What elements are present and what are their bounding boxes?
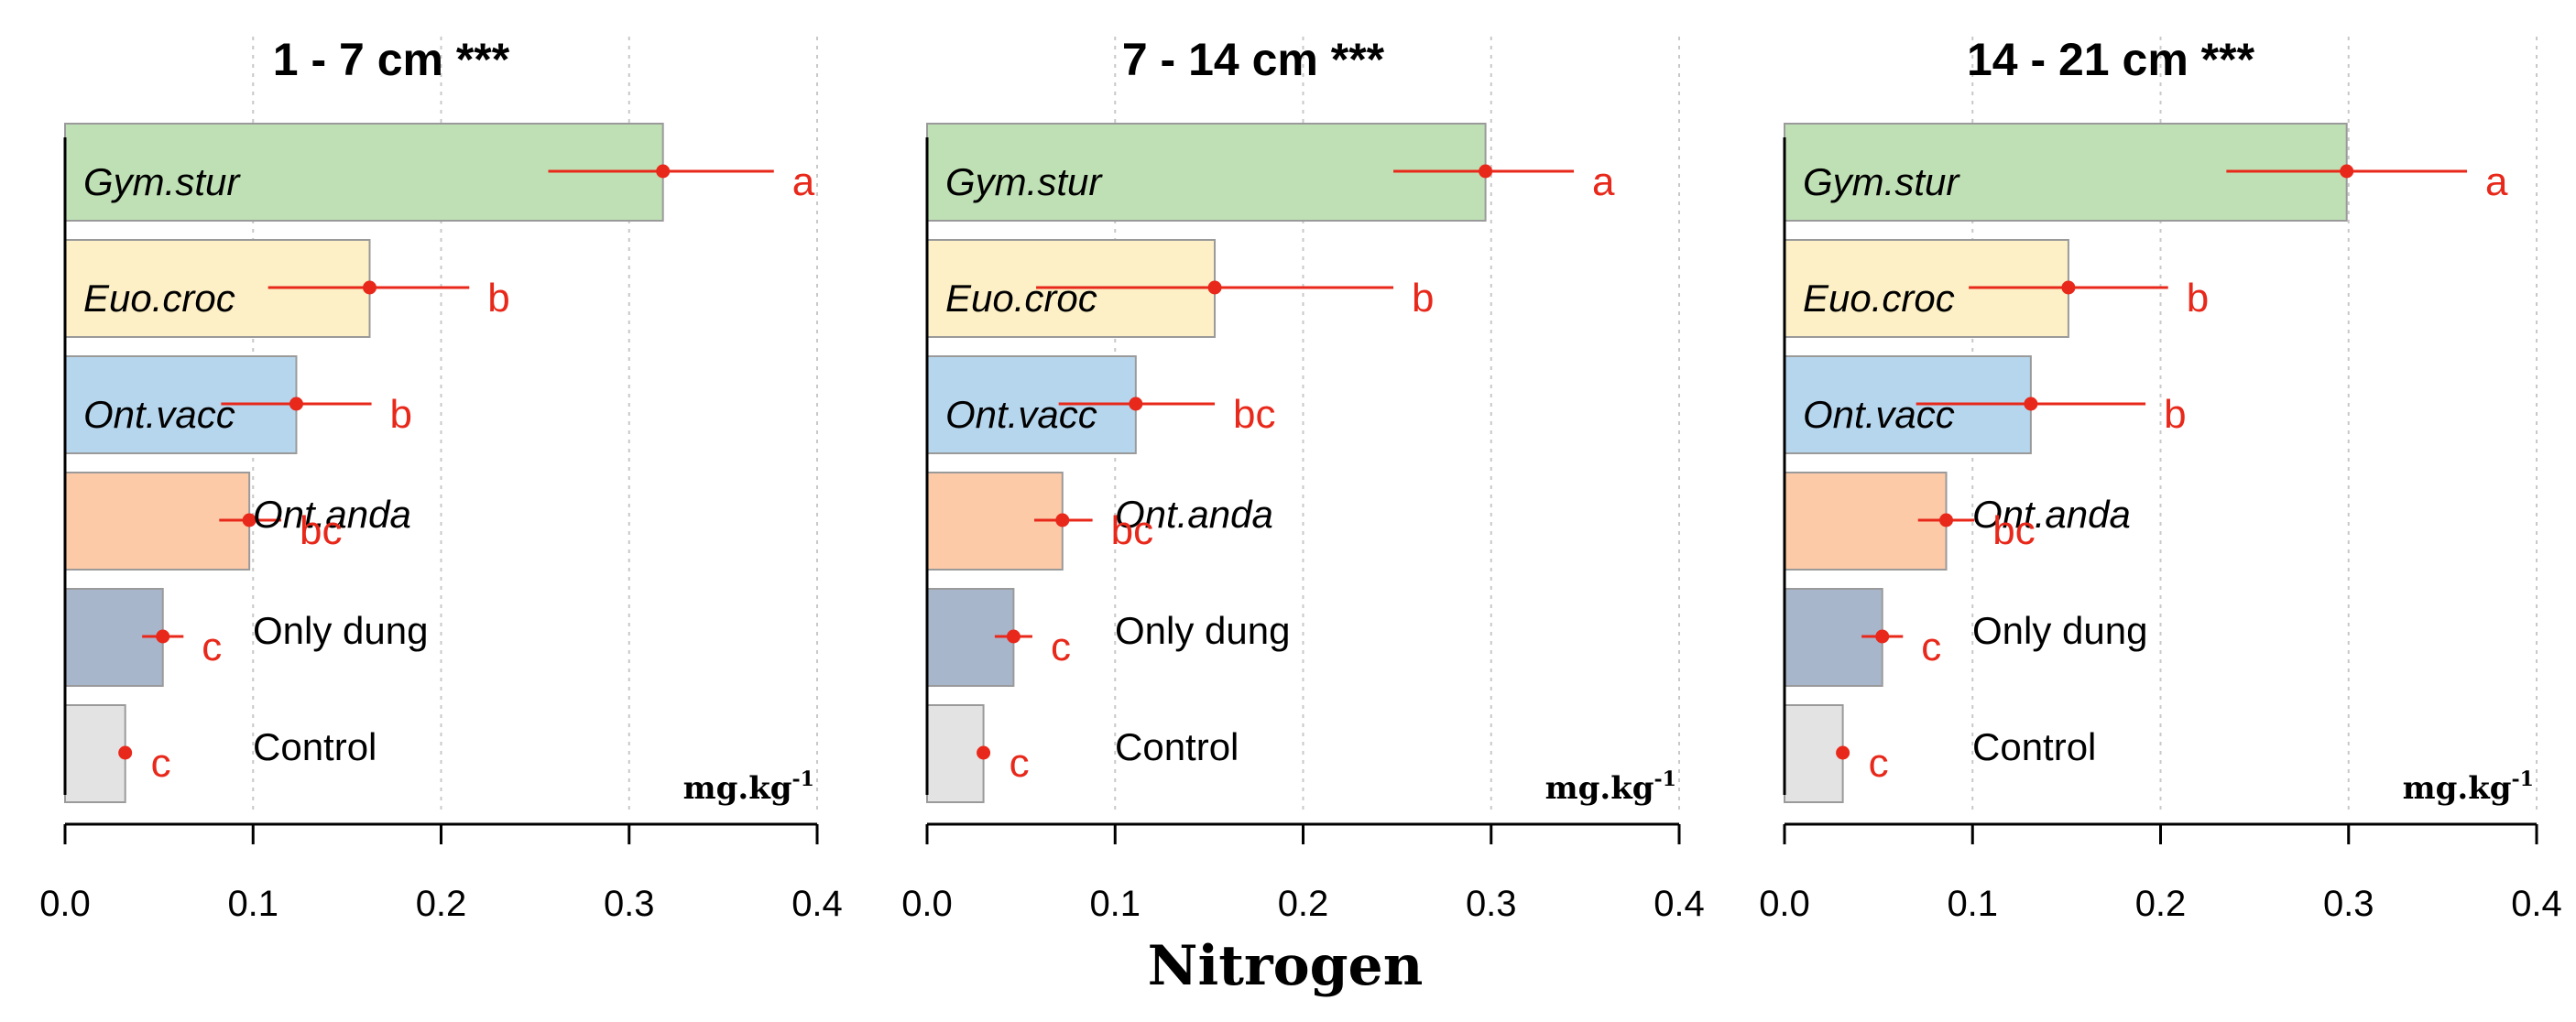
bar (64, 704, 126, 803)
mean-point (289, 397, 303, 411)
x-tick-label: 0.4 (791, 884, 843, 924)
x-tick-label: 0.4 (2511, 884, 2562, 924)
mean-point (242, 513, 257, 527)
category-label: Control (253, 725, 377, 768)
category-label: Control (1972, 725, 2096, 768)
mean-point (656, 164, 671, 179)
significance-letter: c (1869, 741, 1889, 786)
significance-letter: a (2485, 159, 2508, 204)
category-label: Control (1115, 725, 1239, 768)
unit-exponent: -1 (792, 767, 814, 791)
significance-letter: bc (1111, 508, 1153, 553)
category-label: Ont.anda (1972, 493, 2131, 536)
panel-title: 14 - 21 cm *** (1967, 34, 2255, 85)
x-tick-label: 0.3 (1466, 884, 1517, 924)
category-label: Euo.croc (945, 277, 1097, 320)
significance-letter: bc (1233, 392, 1275, 437)
category-label: Euo.croc (83, 277, 235, 320)
unit-base: mg.kg (683, 770, 792, 807)
mean-point (118, 745, 133, 760)
mean-point (2340, 164, 2354, 179)
bar (64, 472, 251, 571)
category-label: Gym.stur (945, 160, 1103, 203)
x-tick-label: 0.1 (1947, 884, 1998, 924)
category-label: Ont.vacc (83, 393, 235, 436)
significance-letter: a (1592, 159, 1615, 204)
unit-label: mg.kg-1 (2403, 767, 2534, 807)
panel-1: 1 - 7 cm *** Gym.stur a Euo.croc b Ont.vacc b O… (39, 34, 843, 924)
bar (926, 704, 985, 803)
category-label: Euo.croc (1803, 277, 1955, 320)
unit-label: mg.kg-1 (1545, 767, 1676, 807)
mean-point (156, 629, 170, 644)
significance-letter: b (1412, 276, 1434, 321)
significance-letter: bc (300, 508, 342, 553)
x-tick-label: 0.2 (416, 884, 467, 924)
panel-title: 1 - 7 cm *** (273, 34, 510, 85)
mean-point (1479, 164, 1493, 179)
significance-letter: a (792, 159, 815, 204)
category-label: Ont.anda (253, 493, 411, 536)
mean-point (363, 280, 377, 295)
x-tick-label: 0.3 (604, 884, 655, 924)
significance-letter: bc (1992, 508, 2035, 553)
global-labels: Nitrogen (1148, 934, 1424, 998)
category-label: Gym.stur (1803, 160, 1960, 203)
significance-letter: c (1921, 625, 1941, 669)
mean-point (977, 745, 991, 760)
bar (1784, 704, 1844, 803)
x-tick-label: 0.2 (2135, 884, 2187, 924)
mean-point (1006, 629, 1021, 644)
mean-point (1836, 745, 1850, 760)
significance-letter: b (2187, 276, 2209, 321)
significance-letter: c (1051, 625, 1071, 669)
significance-letter: c (202, 625, 222, 669)
x-tick-label: 0.4 (1654, 884, 1705, 924)
unit-exponent: -1 (1654, 767, 1676, 791)
x-tick-label: 0.2 (1278, 884, 1329, 924)
mean-point (2024, 397, 2038, 411)
mean-point (2061, 280, 2076, 295)
unit-exponent: -1 (2512, 767, 2534, 791)
category-label: Only dung (1972, 609, 2147, 652)
mean-point (1055, 513, 1070, 527)
panel-2: 7 - 14 cm *** Gym.stur a Euo.croc b Ont.vacc b… (901, 34, 1705, 924)
panels-group: 1 - 7 cm *** Gym.stur a Euo.croc b Ont.vacc b O… (39, 34, 2562, 924)
x-tick-label: 0.0 (1759, 884, 1810, 924)
x-tick-label: 0.3 (2323, 884, 2374, 924)
category-label: Ont.anda (1115, 493, 1273, 536)
unit-label: mg.kg-1 (683, 767, 814, 807)
category-label: Ont.vacc (1803, 393, 1955, 436)
significance-letter: c (1010, 741, 1030, 786)
x-tick-label: 0.0 (901, 884, 953, 924)
mean-point (1207, 280, 1222, 295)
mean-point (1129, 397, 1143, 411)
x-tick-label: 0.1 (227, 884, 278, 924)
bar (926, 123, 1487, 222)
significance-letter: b (2164, 392, 2186, 437)
unit-base: mg.kg (2403, 770, 2512, 807)
unit-base: mg.kg (1545, 770, 1654, 807)
significance-letter: b (487, 276, 509, 321)
significance-letter: b (390, 392, 412, 437)
panel-title: 7 - 14 cm *** (1122, 34, 1385, 85)
panel-3: 14 - 21 cm *** Gym.stur a Euo.croc b Ont.vacc… (1759, 34, 2562, 924)
category-label: Only dung (1115, 609, 1290, 652)
category-label: Ont.vacc (945, 393, 1097, 436)
category-label: Gym.stur (83, 160, 241, 203)
mean-point (1875, 629, 1890, 644)
mean-point (1939, 513, 1954, 527)
category-label: Only dung (253, 609, 428, 652)
significance-letter: c (151, 741, 171, 786)
x-tick-label: 0.0 (39, 884, 91, 924)
x-axis-label: Nitrogen (1148, 934, 1424, 998)
x-tick-label: 0.1 (1089, 884, 1141, 924)
